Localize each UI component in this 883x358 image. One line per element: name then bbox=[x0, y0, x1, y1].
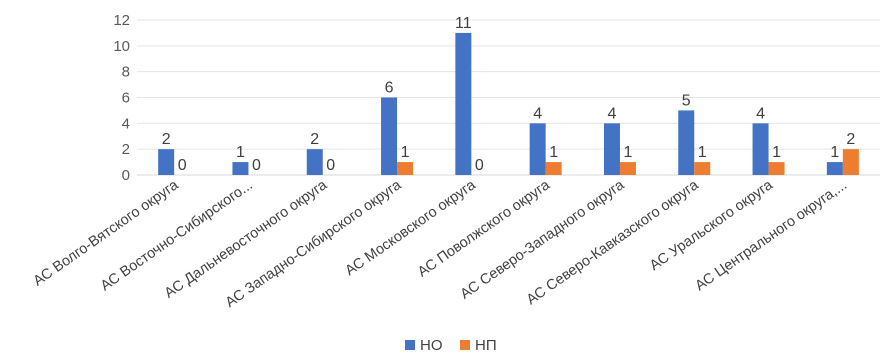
legend: НО НП bbox=[405, 337, 497, 354]
y-axis-ticks: 0 2 4 6 8 10 12 bbox=[113, 12, 130, 184]
bar-no bbox=[603, 123, 620, 175]
bar-no bbox=[752, 123, 769, 175]
data-label: 1 bbox=[623, 144, 632, 161]
bar-no bbox=[158, 149, 175, 175]
data-label: 2 bbox=[310, 131, 319, 148]
bar-np bbox=[545, 162, 562, 175]
category-label: АС Восточно-Сибирского... bbox=[98, 177, 256, 294]
data-label: 4 bbox=[533, 105, 542, 122]
bar-np bbox=[768, 162, 785, 175]
legend-swatch bbox=[405, 340, 415, 350]
data-label: 1 bbox=[401, 144, 410, 161]
y-tick-label: 2 bbox=[122, 141, 130, 158]
y-tick-label: 0 bbox=[122, 167, 130, 184]
data-label: 1 bbox=[236, 144, 245, 161]
data-label: 6 bbox=[385, 80, 394, 97]
data-label: 4 bbox=[607, 105, 616, 122]
gridlines bbox=[137, 19, 880, 176]
data-label: 0 bbox=[178, 157, 187, 174]
bar-no bbox=[529, 123, 546, 175]
data-label: 2 bbox=[846, 131, 855, 148]
y-tick-label: 6 bbox=[122, 90, 130, 107]
data-label: 1 bbox=[549, 144, 558, 161]
category-label: АС Поволжского округа bbox=[415, 177, 554, 281]
bar-np bbox=[397, 162, 414, 175]
data-label: 4 bbox=[756, 105, 765, 122]
data-label: 11 bbox=[455, 15, 472, 32]
data-label: 0 bbox=[252, 157, 261, 174]
data-label: 0 bbox=[326, 157, 335, 174]
category-label: АС Волго-Вятского округа bbox=[31, 177, 183, 290]
data-label: 2 bbox=[162, 131, 171, 148]
data-label: 1 bbox=[830, 144, 839, 161]
y-tick-label: 8 bbox=[122, 64, 130, 81]
category-label: АС Уральского округа bbox=[647, 177, 777, 274]
y-tick-label: 4 bbox=[122, 115, 130, 132]
bar-no bbox=[455, 32, 472, 175]
data-label: 0 bbox=[475, 157, 484, 174]
bar-no bbox=[306, 149, 323, 175]
data-label: 5 bbox=[682, 92, 691, 109]
category-label: АС Московского округа bbox=[342, 177, 479, 280]
y-tick-label: 10 bbox=[113, 38, 130, 55]
bar-no bbox=[381, 97, 398, 175]
bar-no bbox=[678, 110, 695, 175]
bar-no bbox=[232, 162, 249, 175]
bar-np bbox=[842, 149, 859, 175]
bar-np bbox=[694, 162, 711, 175]
bars bbox=[158, 32, 859, 175]
data-label: 1 bbox=[698, 144, 707, 161]
bar-no bbox=[826, 162, 843, 175]
legend-label: НП bbox=[475, 337, 497, 354]
y-tick-label: 12 bbox=[113, 12, 130, 29]
bar-np bbox=[619, 162, 636, 175]
data-label: 1 bbox=[772, 144, 781, 161]
category-label: АС Центрального округа,... bbox=[692, 177, 850, 294]
legend-label: НО bbox=[420, 337, 443, 354]
legend-swatch bbox=[460, 340, 470, 350]
